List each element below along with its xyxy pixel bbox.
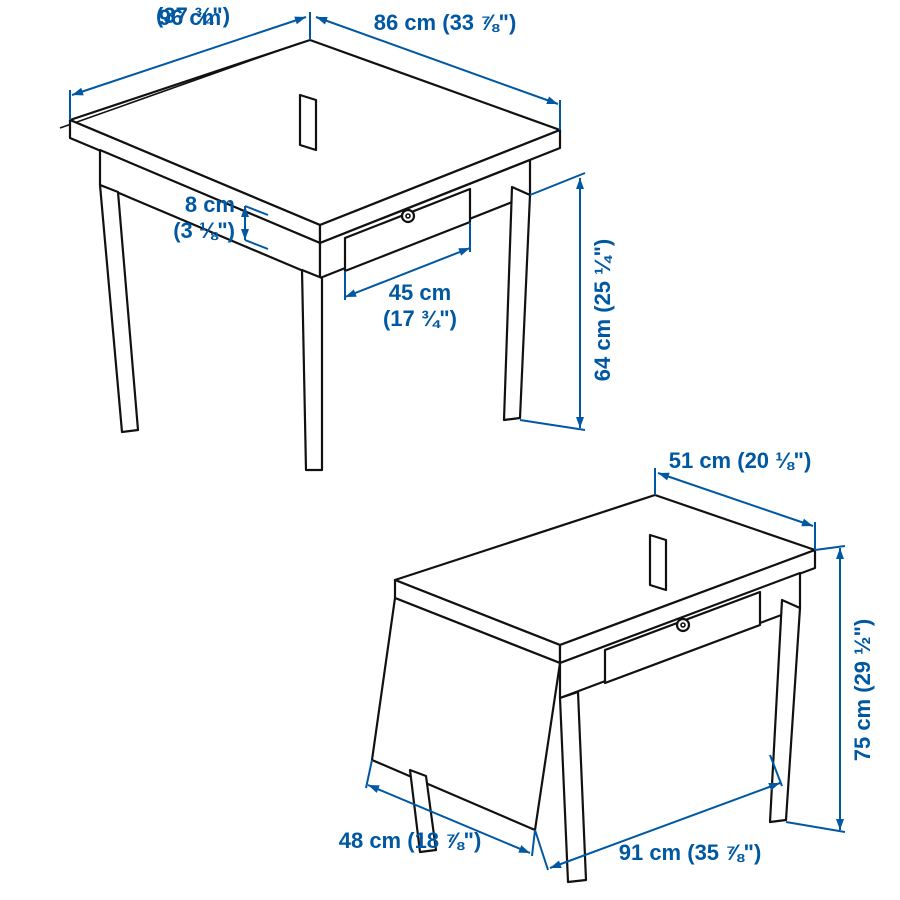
dim-64-cm: 64 cm <box>590 319 615 381</box>
svg-text:(17 ¾"): (17 ¾") <box>383 306 457 331</box>
dim-64-in: (25 ¼") <box>590 239 615 313</box>
view-top: 96 cm (37 ¾") 86 cm (33 ⅞") 8 cm (3 ⅛") <box>60 3 615 470</box>
dimension-diagram: 96 cm (37 ¾") 86 cm (33 ⅞") 8 cm (3 ⅛") <box>0 0 900 900</box>
svg-text:8 cm: 8 cm <box>185 192 235 217</box>
dim-51-in: (20 ⅛") <box>737 448 811 473</box>
svg-text:75 cm (29 ½"): 75 cm (29 ½") <box>850 619 875 762</box>
svg-text:91 cm (35 ⅞"): 91 cm (35 ⅞") <box>619 840 762 865</box>
dim-96-in: (37 ¾") <box>156 3 230 28</box>
svg-text:64 cm (25 ¼"): 64 cm (25 ¼") <box>590 239 615 382</box>
dim-51-cm: 51 cm <box>669 448 731 473</box>
svg-text:51 cm (20 ⅛"): 51 cm (20 ⅛") <box>669 448 812 473</box>
dim-91-in: (35 ⅞") <box>687 840 761 865</box>
dim-91-cm: 91 cm <box>619 840 681 865</box>
dim-clearance: 64 cm (25 ¼") <box>520 173 615 430</box>
dim-75-cm: 75 cm <box>850 699 875 761</box>
dim-8-cm: 8 cm <box>185 192 235 217</box>
dim-86-in: (33 ⅞") <box>442 10 516 35</box>
dim-8-in: (3 ⅛") <box>173 218 235 243</box>
dim-45-in: (17 ¾") <box>383 306 457 331</box>
svg-text:45 cm: 45 cm <box>389 280 451 305</box>
dim-48-in: (18 ⅞") <box>407 828 481 853</box>
svg-text:86 cm (33 ⅞"): 86 cm (33 ⅞") <box>374 10 517 35</box>
dim-75-in: (29 ½") <box>850 619 875 693</box>
dim-45-cm: 45 cm <box>389 280 451 305</box>
svg-text:48 cm (18 ⅞"): 48 cm (18 ⅞") <box>339 828 482 853</box>
dim-48-cm: 48 cm <box>339 828 401 853</box>
svg-text:(3 ⅛"): (3 ⅛") <box>173 218 235 243</box>
view-bottom: 51 cm (20 ⅛") 75 cm (29 ½") 48 cm (18 ⅞"… <box>339 448 875 882</box>
dim-86-cm: 86 cm <box>374 10 436 35</box>
svg-text:96 cm (37 ¾"): 96 cm (37 ¾") <box>150 3 230 30</box>
